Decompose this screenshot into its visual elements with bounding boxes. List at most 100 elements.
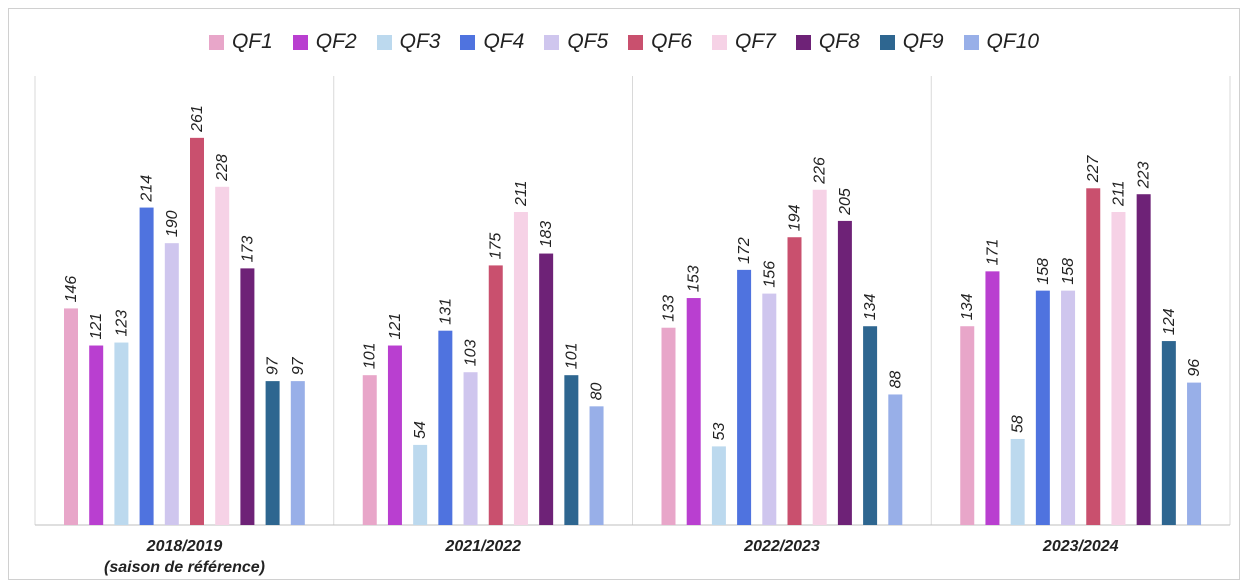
bar xyxy=(139,207,154,526)
value-label: 54 xyxy=(412,421,429,439)
legend-swatch xyxy=(795,34,811,50)
bar xyxy=(960,326,975,525)
bar xyxy=(1161,341,1176,525)
bar xyxy=(463,372,478,525)
value-label: 58 xyxy=(1010,415,1027,433)
legend-swatch xyxy=(376,34,392,50)
value-label: 158 xyxy=(1035,258,1052,285)
legend-label: QF3 xyxy=(399,30,441,53)
value-label: 211 xyxy=(513,181,530,208)
legend-label: QF2 xyxy=(315,30,357,53)
legend-item: QF10 xyxy=(963,30,1040,54)
bar xyxy=(1111,212,1126,525)
value-label: 190 xyxy=(164,210,181,237)
bar xyxy=(888,394,903,525)
bar xyxy=(438,330,453,525)
value-label: 173 xyxy=(239,236,256,263)
bar xyxy=(190,137,204,525)
value-label: 97 xyxy=(290,356,307,375)
legend-item: QF4 xyxy=(460,30,524,54)
value-label: 53 xyxy=(711,422,728,440)
value-label: 183 xyxy=(538,221,555,248)
x-tick-label: 2022/2023 xyxy=(744,538,820,555)
bar xyxy=(513,212,528,525)
bar xyxy=(290,381,305,525)
legend-label: QF4 xyxy=(483,30,525,53)
bar xyxy=(1035,290,1050,525)
bar xyxy=(215,186,230,526)
bar xyxy=(114,342,129,525)
x-tick-label: 2021/2022 xyxy=(445,538,522,555)
bar xyxy=(661,327,676,525)
legend-swatch xyxy=(292,34,308,50)
bar xyxy=(265,381,280,525)
legend-item: QF9 xyxy=(879,30,944,54)
legend-label: QF6 xyxy=(651,30,692,53)
value-label: 175 xyxy=(488,233,505,260)
legend-label: QF8 xyxy=(818,30,860,53)
bar xyxy=(787,237,802,525)
value-label: 134 xyxy=(862,293,879,320)
bar xyxy=(1061,290,1076,525)
value-label: 124 xyxy=(1161,308,1178,335)
value-label: 227 xyxy=(1085,154,1102,183)
value-label: 80 xyxy=(589,382,606,400)
value-label: 121 xyxy=(387,313,404,340)
bar xyxy=(686,298,701,525)
bar xyxy=(762,293,777,525)
value-label: 153 xyxy=(686,265,703,292)
legend-item: QF8 xyxy=(795,30,860,54)
legend-swatch xyxy=(544,34,560,50)
x-tick-label: 2023/2024 xyxy=(1042,538,1119,555)
bar xyxy=(362,375,377,525)
value-label: 228 xyxy=(214,154,231,182)
legend-label: QF7 xyxy=(735,30,776,53)
bar xyxy=(240,268,255,525)
bar xyxy=(737,269,752,525)
bar xyxy=(863,326,878,525)
value-label: 261 xyxy=(189,105,206,133)
legend-swatch xyxy=(963,34,979,50)
value-label: 214 xyxy=(139,175,156,203)
value-label: 97 xyxy=(265,356,282,375)
value-label: 171 xyxy=(984,239,1001,266)
bar xyxy=(387,345,402,525)
value-label: 133 xyxy=(661,295,678,322)
value-label: 156 xyxy=(761,261,778,288)
value-label: 121 xyxy=(88,313,105,340)
legend-label: QF10 xyxy=(986,30,1040,53)
bar xyxy=(1010,438,1025,525)
value-label: 103 xyxy=(463,339,480,366)
bar xyxy=(711,446,726,525)
value-label: 158 xyxy=(1060,258,1077,285)
bar xyxy=(64,308,78,525)
value-label: 223 xyxy=(1136,161,1153,189)
bar xyxy=(812,189,827,525)
legend-item: QF1 xyxy=(208,30,273,54)
chart-border xyxy=(8,8,1240,580)
value-label: 131 xyxy=(437,298,454,325)
legend-swatch xyxy=(460,34,476,50)
value-label: 88 xyxy=(887,371,904,389)
bar xyxy=(488,265,503,525)
value-label: 123 xyxy=(113,310,130,337)
legend-swatch xyxy=(628,34,644,50)
legend: QF1 QF2 QF3 QF4 QF5 QF6 QF7 QF8 QF9 QF10 xyxy=(0,30,1248,54)
legend-swatch xyxy=(208,34,224,50)
value-label: 96 xyxy=(1186,359,1203,377)
value-label: 205 xyxy=(837,188,854,216)
legend-item: QF3 xyxy=(376,30,441,54)
value-label: 134 xyxy=(959,293,976,320)
legend-item: QF7 xyxy=(712,30,776,54)
value-label: 101 xyxy=(563,342,580,369)
legend-item: QF5 xyxy=(544,30,608,54)
value-label: 194 xyxy=(787,204,804,231)
legend-item: QF6 xyxy=(628,30,692,54)
value-label: 172 xyxy=(736,237,753,264)
bar xyxy=(589,406,604,525)
value-label: 101 xyxy=(362,342,379,369)
bar xyxy=(564,375,579,525)
bar xyxy=(1136,194,1151,525)
